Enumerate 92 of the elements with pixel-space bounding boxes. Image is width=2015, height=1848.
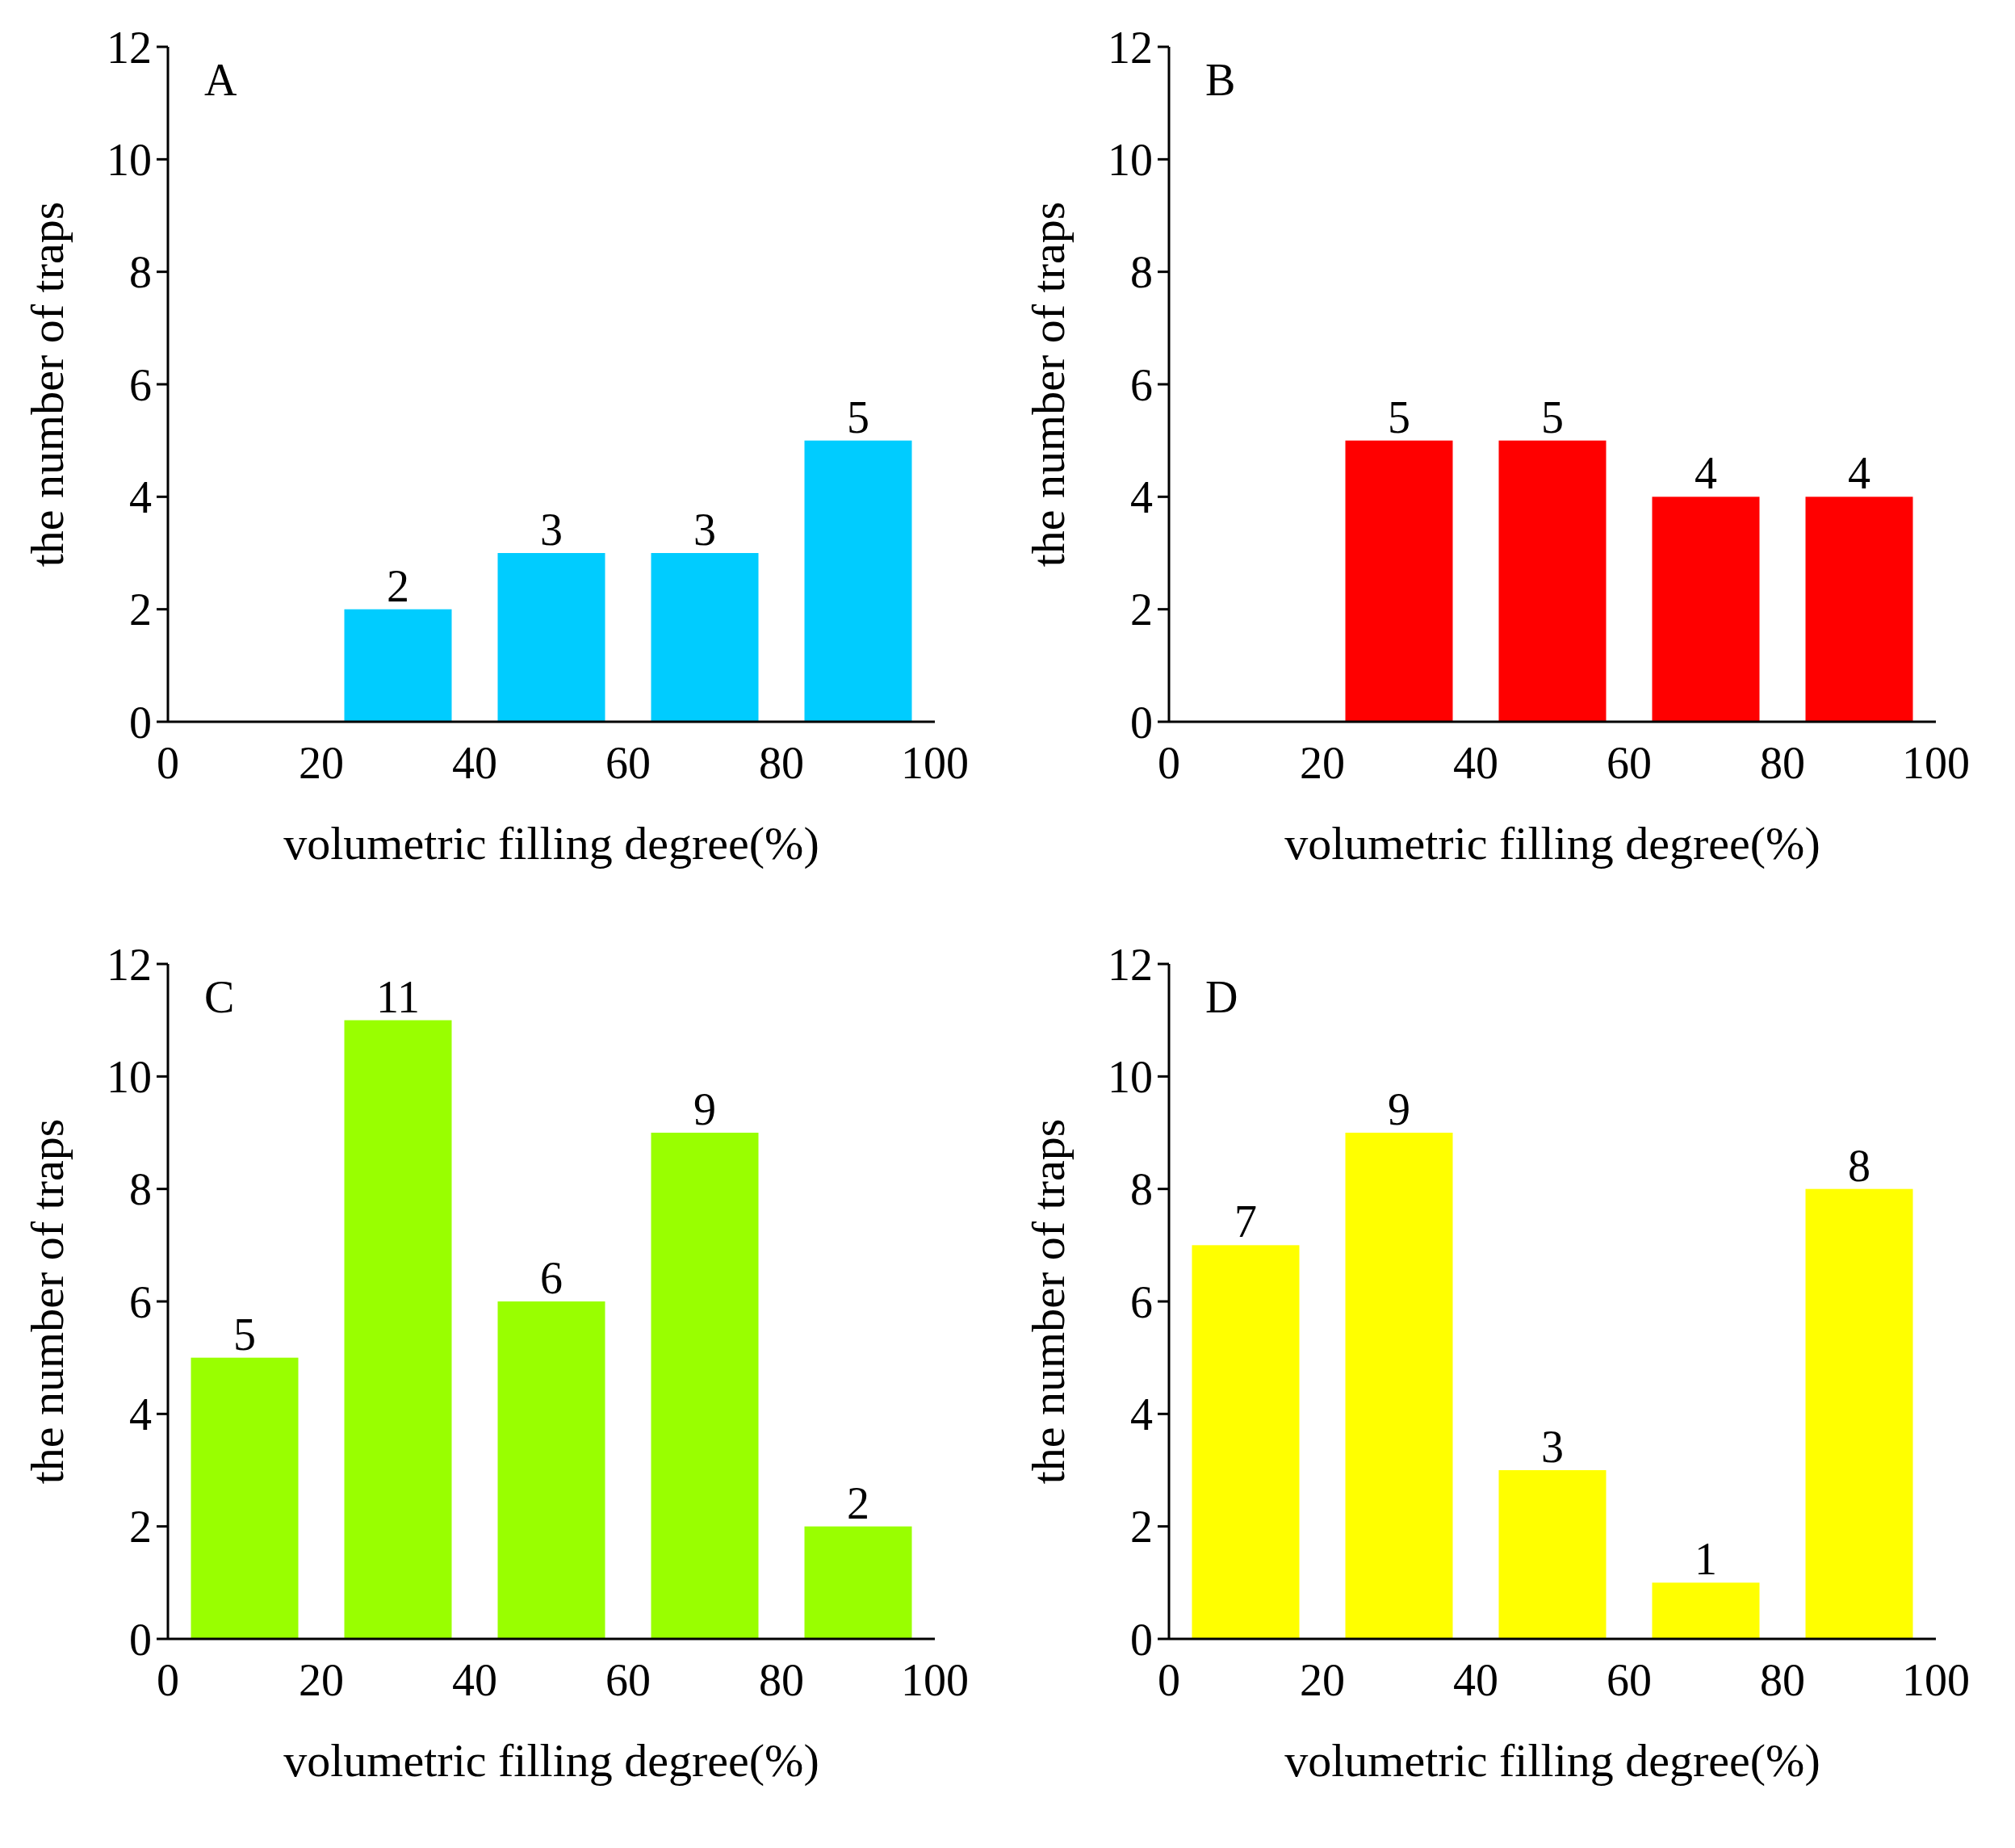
bar	[1805, 1188, 1913, 1639]
y-tick-label: 2	[1130, 1502, 1153, 1553]
x-axis-title: volumetric filling degree(%)	[1284, 817, 1820, 870]
y-tick-label: 8	[129, 1164, 152, 1215]
y-tick-label: 0	[129, 1614, 152, 1665]
data-label: 5	[1388, 392, 1410, 442]
bar	[344, 609, 452, 722]
bar	[804, 1526, 912, 1639]
x-tick-label: 80	[759, 738, 804, 788]
data-label: 3	[693, 505, 716, 555]
data-label: 9	[693, 1084, 716, 1134]
bar	[344, 1020, 452, 1639]
data-label: 5	[847, 392, 869, 442]
annotation: D	[1205, 972, 1238, 1022]
data-label: 5	[1541, 392, 1564, 442]
y-tick-label: 6	[1130, 1276, 1153, 1327]
data-label: 3	[540, 505, 563, 555]
annotation: C	[204, 972, 235, 1022]
x-axis-title: volumetric filling degree(%)	[283, 1734, 819, 1787]
x-tick-label: 60	[1607, 738, 1652, 788]
bar	[497, 553, 605, 722]
bar	[497, 1301, 605, 1639]
x-tick-label: 40	[452, 738, 497, 788]
y-tick-label: 12	[1108, 22, 1153, 73]
data-label: 8	[1848, 1140, 1870, 1191]
x-tick-label: 60	[605, 738, 651, 788]
y-tick-label: 6	[129, 359, 152, 410]
data-label: 4	[1695, 448, 1717, 499]
y-tick-label: 8	[1130, 247, 1153, 298]
y-tick-label: 0	[1130, 697, 1153, 748]
x-tick-label: 20	[299, 1655, 344, 1705]
x-tick-label: 40	[452, 1655, 497, 1705]
x-tick-label: 100	[1902, 1655, 1970, 1705]
y-tick-label: 12	[107, 939, 152, 990]
x-tick-label: 80	[1760, 1655, 1805, 1705]
y-tick-label: 4	[129, 1389, 152, 1439]
y-tick-label: 6	[129, 1276, 152, 1327]
x-tick-label: 100	[1902, 738, 1970, 788]
annotation: B	[1205, 55, 1236, 105]
y-tick-label: 8	[129, 247, 152, 298]
y-tick-label: 8	[1130, 1164, 1153, 1215]
data-label: 11	[376, 971, 420, 1022]
y-tick-label: 4	[1130, 471, 1153, 522]
x-tick-label: 40	[1453, 738, 1498, 788]
bar	[1192, 1245, 1300, 1639]
x-tick-label: 80	[759, 1655, 804, 1705]
y-tick-label: 6	[1130, 359, 1153, 410]
data-label: 3	[1541, 1422, 1564, 1472]
data-label: 2	[387, 560, 409, 611]
x-tick-label: 100	[901, 738, 969, 788]
x-axis-title: volumetric filling degree(%)	[1284, 1734, 1820, 1787]
bar	[804, 440, 912, 722]
data-label: 6	[540, 1253, 563, 1303]
x-tick-label: 20	[1300, 738, 1345, 788]
y-axis-title: the number of traps	[1022, 1118, 1075, 1485]
y-axis-title: the number of traps	[21, 201, 73, 568]
data-label: 7	[1234, 1196, 1257, 1247]
bar	[1498, 1470, 1607, 1639]
y-tick-label: 10	[107, 134, 152, 185]
data-label: 5	[233, 1309, 256, 1360]
y-axis-title: the number of traps	[21, 1118, 73, 1485]
y-tick-label: 10	[107, 1051, 152, 1102]
y-axis-title: the number of traps	[1022, 201, 1075, 568]
y-tick-label: 10	[1108, 134, 1153, 185]
x-tick-label: 20	[299, 738, 344, 788]
y-tick-label: 0	[129, 697, 152, 748]
x-tick-label: 20	[1300, 1655, 1345, 1705]
data-label: 9	[1388, 1084, 1410, 1134]
annotation: A	[204, 55, 237, 105]
y-tick-label: 4	[1130, 1389, 1153, 1439]
y-tick-label: 10	[1108, 1051, 1153, 1102]
y-tick-label: 2	[129, 1502, 152, 1553]
x-tick-label: 80	[1760, 738, 1805, 788]
bar	[1345, 1133, 1453, 1639]
x-axis-title: volumetric filling degree(%)	[283, 817, 819, 870]
y-tick-label: 4	[129, 471, 152, 522]
y-tick-label: 2	[1130, 585, 1153, 635]
data-label: 4	[1848, 448, 1870, 499]
x-tick-label: 60	[1607, 1655, 1652, 1705]
bar	[651, 553, 759, 722]
x-tick-label: 40	[1453, 1655, 1498, 1705]
x-tick-label: 100	[901, 1655, 969, 1705]
data-label: 2	[847, 1477, 869, 1528]
bar	[1652, 1582, 1760, 1639]
y-tick-label: 12	[1108, 939, 1153, 990]
data-label: 1	[1695, 1534, 1717, 1585]
bar	[651, 1133, 759, 1639]
y-tick-label: 2	[129, 585, 152, 635]
bar	[191, 1357, 299, 1639]
y-tick-label: 12	[107, 22, 152, 73]
y-tick-label: 0	[1130, 1614, 1153, 1665]
x-tick-label: 60	[605, 1655, 651, 1705]
